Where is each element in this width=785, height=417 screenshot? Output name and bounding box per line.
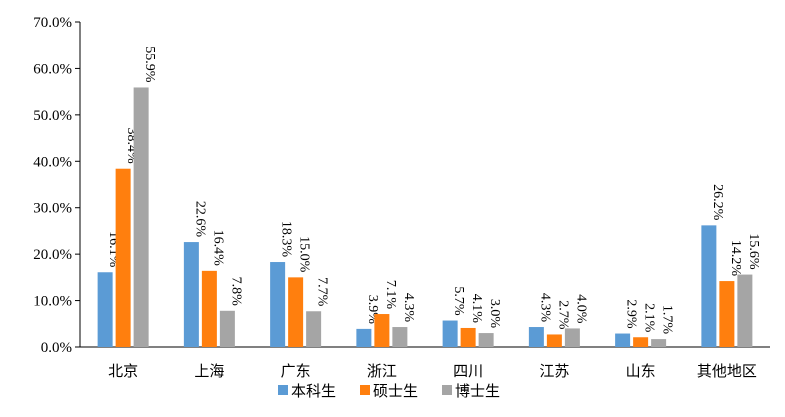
data-label: 2.7% (555, 300, 570, 330)
bar (528, 327, 544, 347)
y-tick-label: 50.0% (33, 108, 72, 124)
legend-label: 硕士生 (373, 382, 418, 400)
data-label: 2.9% (624, 299, 639, 329)
bar (615, 333, 631, 347)
bar (737, 274, 753, 347)
bar (719, 281, 735, 347)
bar (270, 262, 286, 347)
x-tick-label: 上海 (194, 362, 224, 380)
y-tick-label: 70.0% (33, 15, 72, 31)
bar (633, 337, 649, 347)
bar (374, 314, 390, 347)
y-tick-label: 30.0% (33, 201, 72, 217)
bar (183, 242, 199, 347)
data-label: 55.9% (142, 46, 157, 83)
y-tick-label: 40.0% (33, 154, 72, 170)
bar (651, 339, 667, 347)
data-label: 1.7% (660, 305, 675, 335)
data-label: 4.1% (469, 294, 484, 324)
x-tick-label: 山东 (626, 362, 656, 380)
data-label: 18.3% (279, 221, 294, 258)
data-label: 7.1% (383, 280, 398, 310)
data-label: 26.2% (710, 184, 725, 221)
legend-swatch (278, 385, 288, 395)
y-tick-label: 20.0% (33, 247, 72, 263)
bar (460, 327, 476, 347)
bar (219, 310, 235, 347)
data-label: 4.0% (573, 294, 588, 324)
legend-swatch (442, 385, 452, 395)
x-tick-label: 其他地区 (697, 362, 757, 380)
y-tick-label: 0.0% (41, 340, 72, 356)
bar (442, 320, 458, 347)
data-label: 14.2% (728, 240, 743, 277)
bar (701, 225, 717, 347)
bar (478, 333, 494, 347)
x-tick-label: 北京 (108, 362, 138, 380)
y-tick-label: 60.0% (33, 61, 72, 77)
bar (97, 272, 113, 347)
data-label: 22.6% (192, 201, 207, 238)
bar (133, 87, 149, 347)
data-label: 15.0% (297, 236, 312, 273)
data-label: 7.7% (315, 277, 330, 307)
data-label: 2.1% (642, 303, 657, 333)
legend-swatch (360, 385, 370, 395)
x-tick-label: 四川 (453, 362, 483, 380)
legend-label: 本科生 (291, 382, 336, 400)
x-tick-label: 浙江 (367, 362, 397, 380)
bar (392, 327, 408, 347)
data-label: 4.3% (537, 293, 552, 323)
data-label: 5.7% (451, 286, 466, 316)
data-label: 3.0% (487, 299, 502, 329)
y-tick-label: 10.0% (33, 294, 72, 310)
bar (564, 328, 580, 347)
legend-label: 博士生 (455, 382, 500, 400)
bar (288, 277, 304, 347)
bar (115, 168, 131, 347)
data-label: 4.3% (401, 293, 416, 323)
data-label: 16.4% (210, 230, 225, 267)
data-label: 15.6% (746, 233, 761, 270)
bar (356, 328, 372, 347)
x-tick-label: 江苏 (539, 362, 569, 380)
bar (201, 270, 217, 347)
bar (546, 334, 562, 347)
data-label: 7.8% (228, 277, 243, 307)
bar (306, 311, 322, 347)
x-tick-label: 广东 (281, 362, 311, 380)
